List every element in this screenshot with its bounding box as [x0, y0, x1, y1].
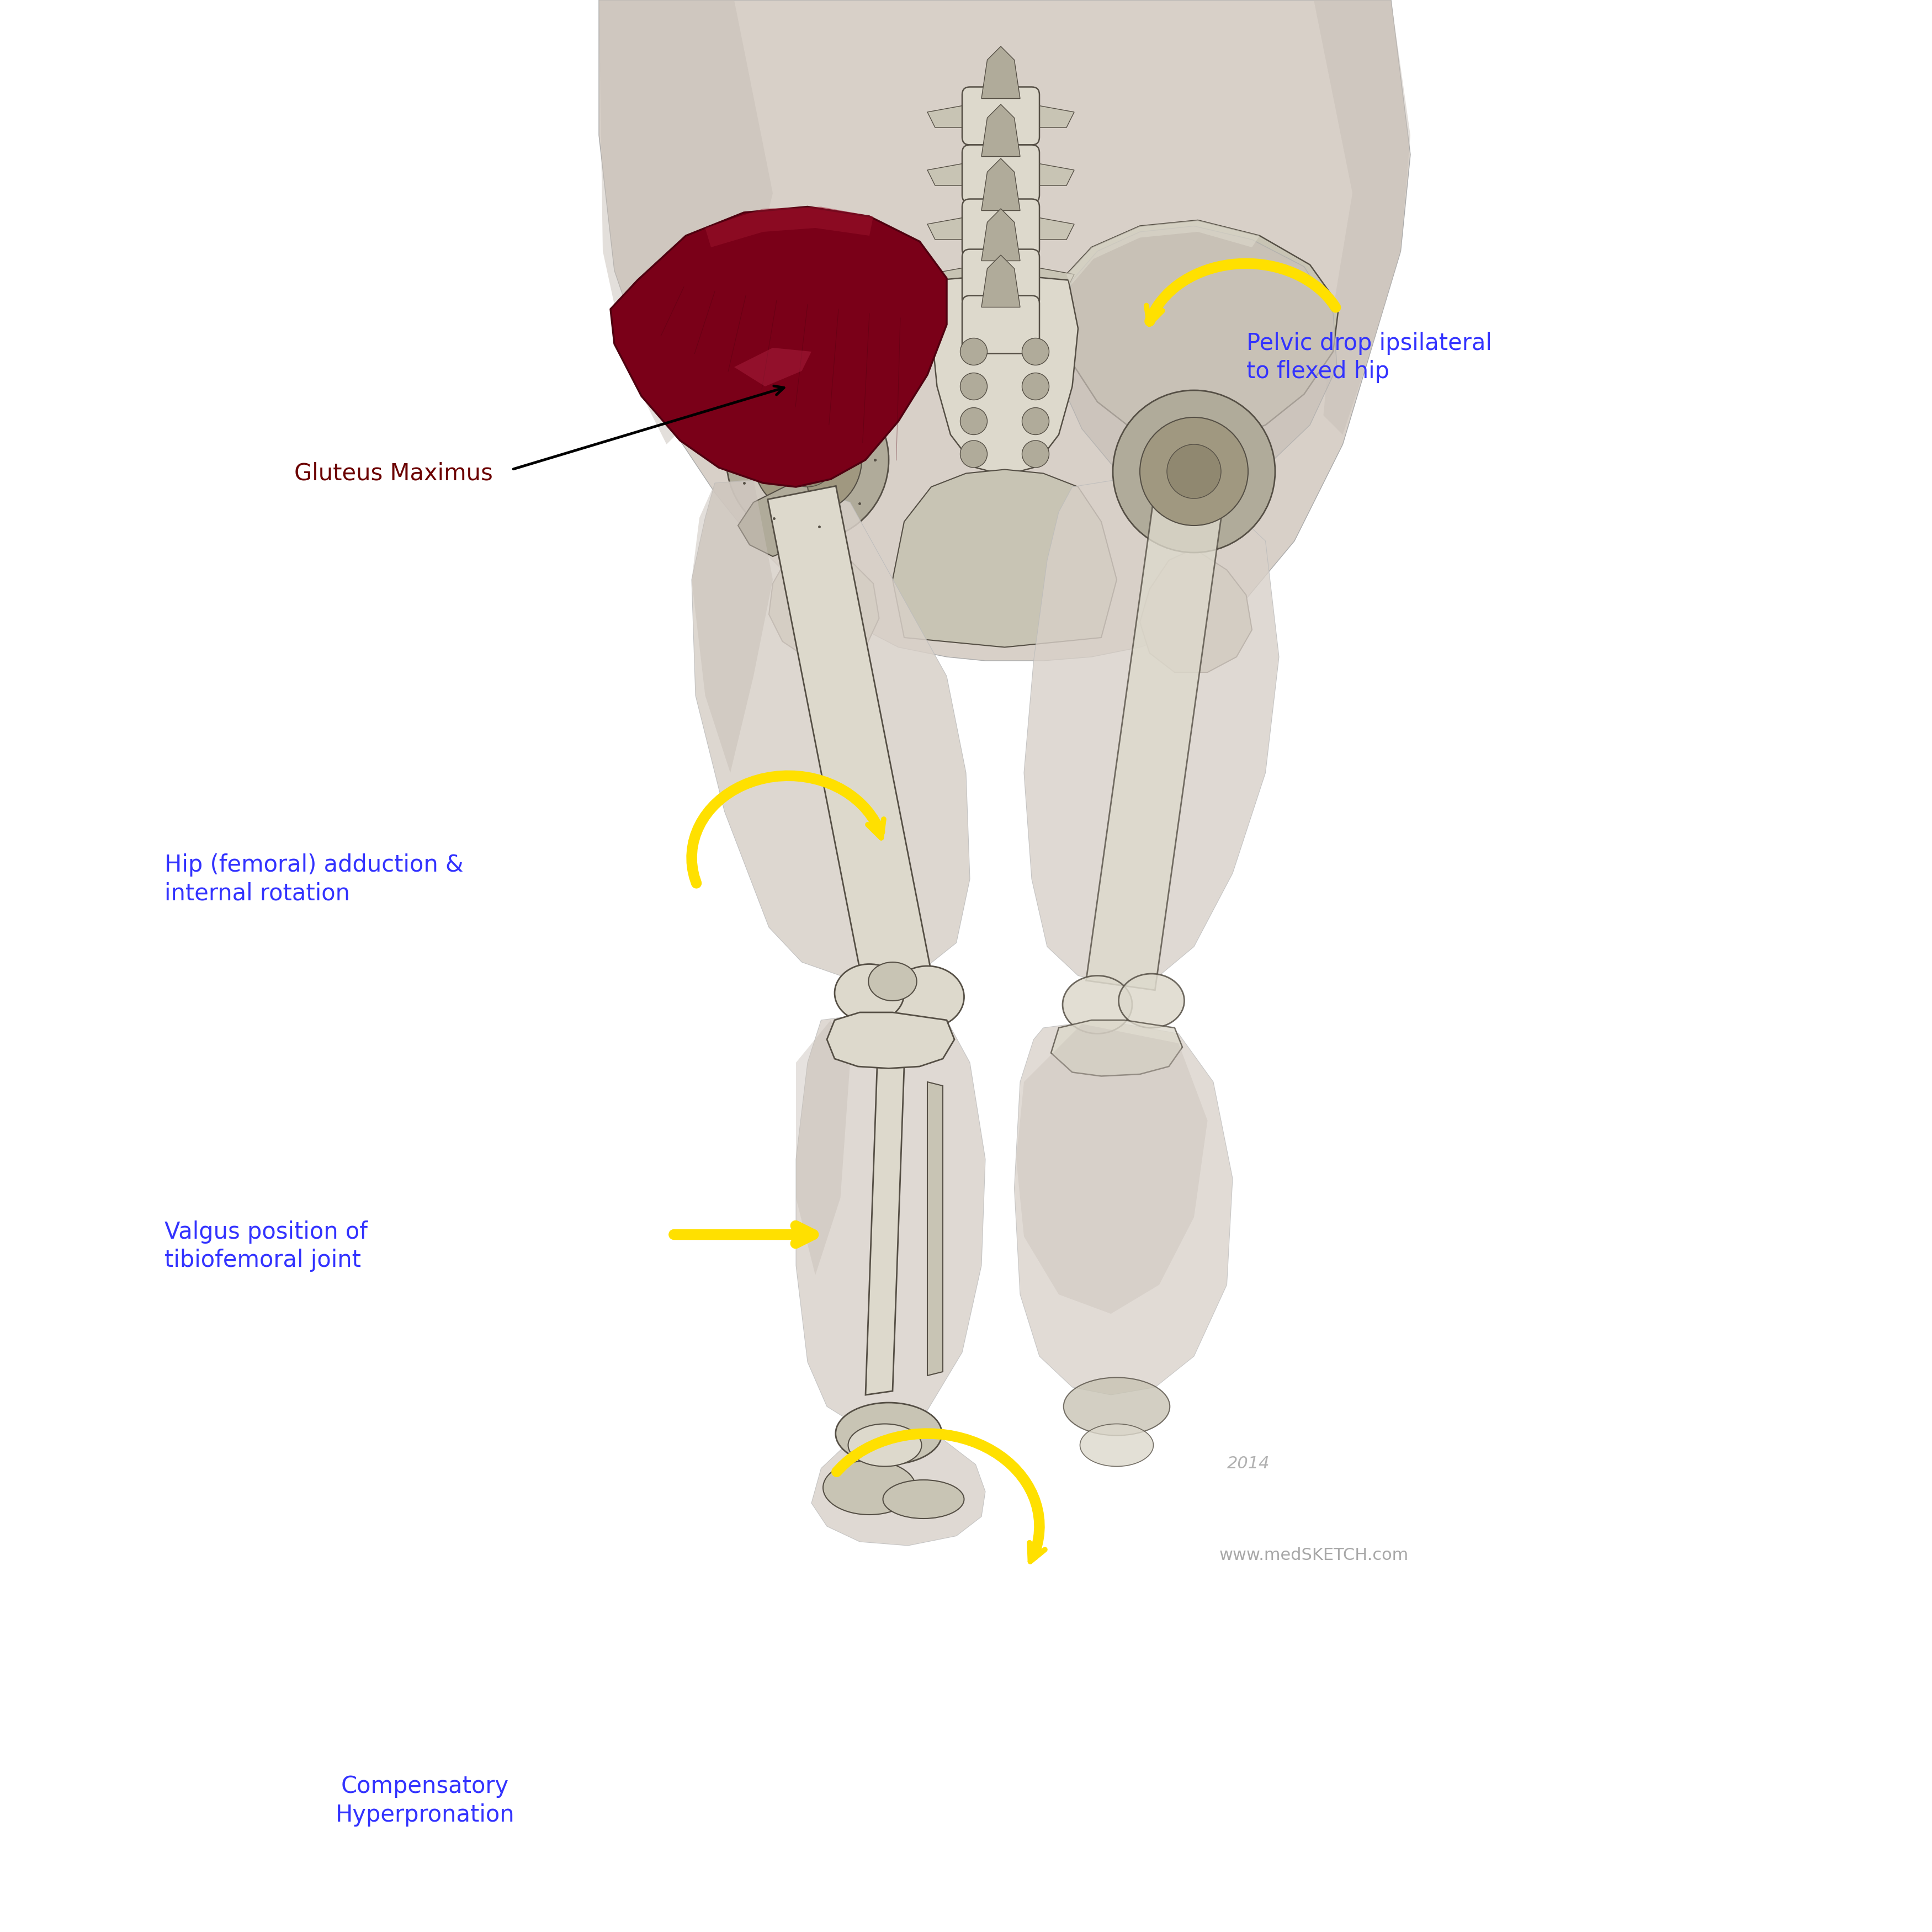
Circle shape: [726, 379, 889, 541]
FancyBboxPatch shape: [962, 145, 1039, 203]
Polygon shape: [1032, 104, 1074, 128]
Text: Compensatory
Hyperpronation: Compensatory Hyperpronation: [336, 1776, 514, 1826]
FancyBboxPatch shape: [962, 199, 1039, 257]
Circle shape: [1022, 373, 1049, 400]
Polygon shape: [692, 479, 970, 981]
Polygon shape: [1314, 0, 1410, 435]
Polygon shape: [705, 207, 873, 247]
Ellipse shape: [835, 964, 904, 1022]
Ellipse shape: [869, 962, 918, 1001]
Circle shape: [1022, 408, 1049, 435]
Polygon shape: [981, 104, 1020, 156]
Polygon shape: [1086, 498, 1223, 989]
FancyBboxPatch shape: [962, 249, 1039, 307]
FancyBboxPatch shape: [962, 87, 1039, 145]
Text: Pelvic drop ipsilateral
to flexed hip: Pelvic drop ipsilateral to flexed hip: [1246, 332, 1492, 383]
Ellipse shape: [891, 966, 964, 1028]
Circle shape: [960, 373, 987, 400]
Polygon shape: [796, 1012, 985, 1430]
Polygon shape: [1032, 267, 1074, 290]
Ellipse shape: [1080, 1424, 1153, 1466]
Polygon shape: [1066, 220, 1260, 286]
Text: Valgus position of
tibiofemoral joint: Valgus position of tibiofemoral joint: [164, 1221, 367, 1271]
FancyBboxPatch shape: [962, 296, 1039, 354]
Ellipse shape: [1063, 976, 1132, 1034]
Polygon shape: [611, 207, 947, 487]
Ellipse shape: [848, 1424, 922, 1466]
Polygon shape: [769, 541, 879, 661]
Circle shape: [753, 406, 862, 514]
Polygon shape: [599, 0, 1410, 661]
Polygon shape: [1016, 1024, 1208, 1314]
Polygon shape: [927, 267, 970, 290]
Ellipse shape: [1119, 974, 1184, 1028]
Polygon shape: [696, 220, 918, 263]
Polygon shape: [893, 469, 1117, 647]
Polygon shape: [1051, 1020, 1182, 1076]
Text: Hip (femoral) adduction &
internal rotation: Hip (femoral) adduction & internal rotat…: [164, 854, 464, 904]
Circle shape: [781, 433, 835, 487]
Circle shape: [1022, 440, 1049, 468]
Polygon shape: [738, 483, 811, 556]
Circle shape: [960, 338, 987, 365]
Polygon shape: [1059, 226, 1337, 495]
Polygon shape: [927, 104, 970, 128]
Circle shape: [1113, 390, 1275, 553]
Circle shape: [1167, 444, 1221, 498]
Polygon shape: [692, 479, 773, 773]
Polygon shape: [1024, 479, 1279, 985]
Polygon shape: [927, 1082, 943, 1376]
Polygon shape: [927, 216, 970, 240]
Polygon shape: [1140, 549, 1252, 672]
Ellipse shape: [883, 1480, 964, 1519]
Ellipse shape: [823, 1461, 916, 1515]
Text: 2014: 2014: [1227, 1455, 1269, 1472]
Circle shape: [960, 440, 987, 468]
Polygon shape: [927, 162, 970, 185]
Polygon shape: [811, 1430, 985, 1546]
Polygon shape: [1032, 162, 1074, 185]
Text: www.medSKETCH.com: www.medSKETCH.com: [1219, 1548, 1408, 1563]
Polygon shape: [734, 348, 811, 386]
Text: Gluteus Maximus: Gluteus Maximus: [294, 462, 493, 485]
Polygon shape: [1014, 1020, 1233, 1395]
Ellipse shape: [1063, 1378, 1171, 1435]
Polygon shape: [866, 1066, 904, 1395]
Polygon shape: [1066, 220, 1339, 444]
Polygon shape: [796, 1020, 850, 1275]
Polygon shape: [981, 255, 1020, 307]
Polygon shape: [981, 158, 1020, 211]
Polygon shape: [927, 313, 970, 336]
Polygon shape: [931, 274, 1078, 475]
Polygon shape: [599, 0, 773, 444]
Polygon shape: [767, 487, 933, 991]
Polygon shape: [1032, 313, 1074, 336]
Polygon shape: [827, 1012, 954, 1068]
Polygon shape: [981, 46, 1020, 99]
Polygon shape: [661, 220, 943, 435]
Polygon shape: [981, 209, 1020, 261]
Circle shape: [1022, 338, 1049, 365]
Polygon shape: [1032, 216, 1074, 240]
Circle shape: [1140, 417, 1248, 526]
Circle shape: [960, 408, 987, 435]
Ellipse shape: [837, 1403, 943, 1464]
